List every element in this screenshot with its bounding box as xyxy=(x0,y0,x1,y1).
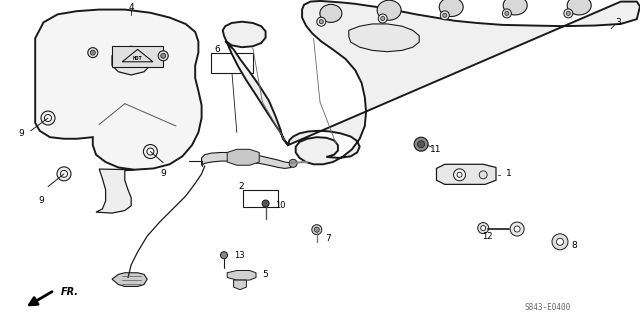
Circle shape xyxy=(477,223,489,234)
Circle shape xyxy=(440,11,449,20)
Circle shape xyxy=(147,148,154,155)
FancyBboxPatch shape xyxy=(211,53,253,73)
Ellipse shape xyxy=(377,0,401,20)
Circle shape xyxy=(479,171,487,179)
Text: HOT: HOT xyxy=(132,56,143,61)
Circle shape xyxy=(57,167,71,181)
Text: 11: 11 xyxy=(430,145,442,154)
Circle shape xyxy=(41,111,55,125)
Ellipse shape xyxy=(503,0,527,15)
Ellipse shape xyxy=(567,0,591,15)
Text: 9: 9 xyxy=(19,130,24,138)
Circle shape xyxy=(317,17,326,26)
Circle shape xyxy=(143,145,157,159)
Circle shape xyxy=(88,48,98,58)
Polygon shape xyxy=(96,169,134,213)
Circle shape xyxy=(161,53,166,58)
Text: 3: 3 xyxy=(616,18,621,27)
Text: 8: 8 xyxy=(571,241,577,250)
Polygon shape xyxy=(234,280,246,290)
Text: 9: 9 xyxy=(39,197,44,205)
Polygon shape xyxy=(35,10,202,170)
Circle shape xyxy=(314,227,319,232)
Circle shape xyxy=(566,11,570,15)
Polygon shape xyxy=(227,271,256,280)
Text: S843-E0400: S843-E0400 xyxy=(524,303,570,312)
Circle shape xyxy=(552,234,568,250)
Circle shape xyxy=(454,169,465,181)
Polygon shape xyxy=(112,273,147,286)
Text: FR.: FR. xyxy=(61,287,79,297)
Polygon shape xyxy=(112,46,150,75)
Circle shape xyxy=(221,252,227,259)
FancyBboxPatch shape xyxy=(243,190,278,207)
Polygon shape xyxy=(202,152,291,168)
Text: 7: 7 xyxy=(325,234,331,243)
Polygon shape xyxy=(227,149,259,165)
Circle shape xyxy=(378,14,387,23)
Circle shape xyxy=(418,141,424,148)
Text: 6: 6 xyxy=(214,45,220,54)
Ellipse shape xyxy=(439,0,463,17)
Circle shape xyxy=(61,170,67,177)
Circle shape xyxy=(457,172,462,177)
Text: 12: 12 xyxy=(483,232,493,241)
Circle shape xyxy=(514,226,520,232)
Circle shape xyxy=(158,51,168,61)
Text: 9: 9 xyxy=(161,169,166,178)
Circle shape xyxy=(505,11,509,15)
Circle shape xyxy=(564,9,573,18)
Circle shape xyxy=(319,20,323,24)
Circle shape xyxy=(502,9,511,18)
Polygon shape xyxy=(436,164,496,184)
Circle shape xyxy=(45,115,51,122)
Circle shape xyxy=(262,200,269,207)
Circle shape xyxy=(443,13,447,17)
Text: 2: 2 xyxy=(239,182,244,191)
Circle shape xyxy=(289,159,297,167)
Circle shape xyxy=(481,226,486,231)
Text: 10: 10 xyxy=(275,201,285,210)
Circle shape xyxy=(510,222,524,236)
Text: 1: 1 xyxy=(506,169,511,178)
Circle shape xyxy=(312,225,322,235)
Circle shape xyxy=(90,50,95,55)
Polygon shape xyxy=(349,24,419,52)
Polygon shape xyxy=(223,1,640,164)
Text: 4: 4 xyxy=(129,4,134,12)
Circle shape xyxy=(557,238,563,245)
Text: 5: 5 xyxy=(262,270,268,279)
Circle shape xyxy=(414,137,428,151)
FancyBboxPatch shape xyxy=(112,46,163,67)
Ellipse shape xyxy=(320,4,342,22)
Circle shape xyxy=(381,17,385,20)
Text: 13: 13 xyxy=(234,251,244,260)
